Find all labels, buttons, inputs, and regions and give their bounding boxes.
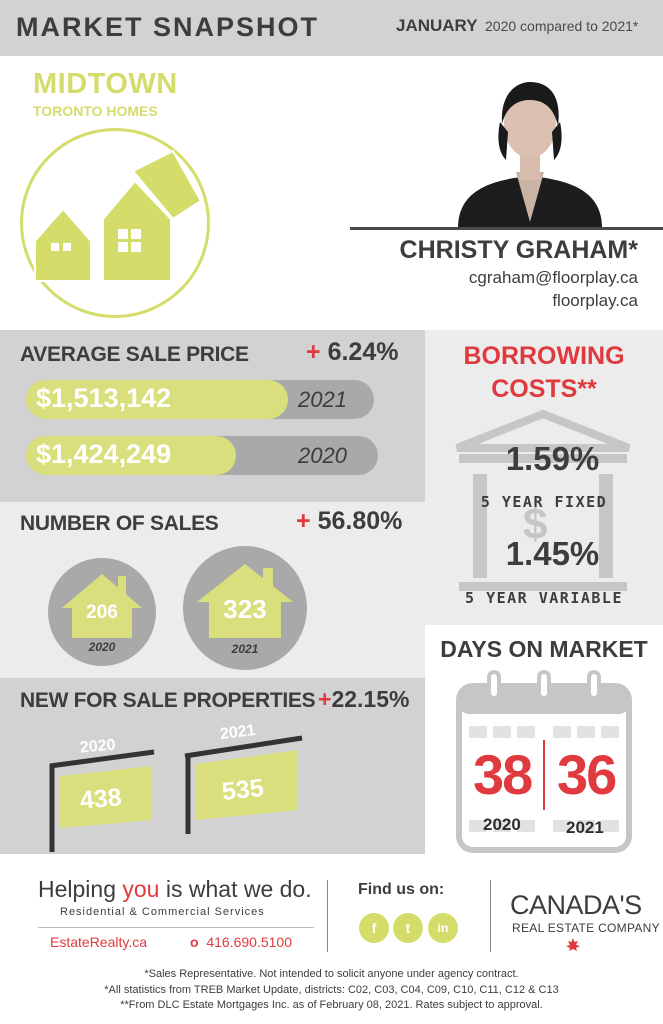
area-name: MIDTOWN: [33, 68, 178, 100]
phone-bullet-icon: o: [190, 934, 199, 950]
days-on-market-title: DAYS ON MARKET: [440, 636, 648, 662]
price-year: 2020: [298, 443, 347, 468]
sales-year: 2021: [231, 642, 259, 656]
sign-year: 2020: [79, 736, 117, 757]
linkedin-icon[interactable]: in: [428, 913, 458, 943]
number-of-sales-change: + 56.80%: [296, 507, 403, 535]
price-value: $1,424,249: [36, 439, 172, 469]
brand-name: CANADA'S: [510, 890, 642, 920]
brand-tagline: REAL ESTATE COMPANY: [512, 921, 660, 935]
borrowing-costs-panel: $: [425, 330, 663, 625]
header-bar: MARKET SNAPSHOT JANUARY 2020 compared to…: [0, 0, 663, 56]
days-year-2021: 2021: [566, 818, 604, 837]
footer-divider: [38, 927, 314, 928]
facebook-icon[interactable]: f: [359, 913, 389, 943]
find-us-label: Find us on:: [358, 881, 445, 898]
new-for-sale-title: NEW FOR SALE PROPERTIES: [20, 689, 316, 712]
average-sale-price-title: AVERAGE SALE PRICE: [20, 343, 249, 366]
price-value: $1,513,142: [36, 383, 172, 413]
new-for-sale-panel: NEW FOR SALE PROPERTIES +22.15% 2020 438…: [0, 678, 425, 854]
houses-illustration: [20, 128, 210, 318]
dollar-icon: $: [523, 500, 548, 549]
agent-photo: [448, 72, 612, 228]
days-value-2020: 38: [473, 743, 533, 806]
sales-year: 2020: [88, 640, 116, 654]
area-subtitle: TORONTO HOMES: [33, 103, 158, 119]
for-sale-sign-2021: [184, 735, 303, 834]
days-on-market-panel: [425, 625, 663, 854]
footnote: *Sales Representative. Not intended to s…: [144, 968, 519, 980]
footer-divider: [490, 880, 491, 952]
number-of-sales-panel: NUMBER OF SALES + 56.80% 206 2020 323 20…: [0, 502, 425, 678]
footnote: *All statistics from TREB Market Update,…: [104, 984, 559, 996]
rate-fixed: 1.59%: [505, 440, 600, 477]
average-sale-price-panel: AVERAGE SALE PRICE + 6.24% $1,513,142 20…: [0, 330, 425, 502]
rate-variable: 1.45%: [505, 535, 600, 572]
price-year: 2021: [298, 387, 347, 412]
services-label: Residential & Commercial Services: [60, 906, 265, 918]
sales-circle-2020: 206 2020: [48, 558, 156, 666]
price-bar-fill: [26, 380, 288, 419]
sign-value: 535: [220, 773, 266, 807]
price-bar-fill: [26, 436, 236, 475]
rate-variable-label: 5 YEAR VARIABLE: [465, 589, 623, 607]
twitter-icon[interactable]: t: [393, 913, 423, 943]
month-label: JANUARY: [396, 16, 478, 35]
for-sale-sign-2020: [49, 749, 155, 852]
maple-leaf-icon: [566, 938, 580, 951]
plus-icon: +: [306, 338, 321, 366]
sales-value: 323: [223, 594, 267, 624]
calendar-icon: [456, 670, 632, 853]
plus-icon: +: [296, 507, 311, 535]
agent-divider: [350, 227, 663, 230]
house-icon: [62, 574, 142, 638]
days-year-2020: 2020: [483, 815, 521, 834]
footnote: **From DLC Estate Mortgages Inc. as of F…: [120, 999, 543, 1011]
sign-value: 438: [78, 783, 123, 815]
bank-icon: [455, 409, 631, 591]
house-icon: [197, 564, 293, 638]
plus-icon: +: [318, 686, 332, 712]
agent-email-link[interactable]: cgraham@floorplay.ca: [468, 268, 638, 287]
page-title: MARKET SNAPSHOT: [16, 12, 320, 42]
sales-value: 206: [86, 602, 118, 623]
new-for-sale-change: +22.15%: [318, 686, 410, 712]
number-of-sales-title: NUMBER OF SALES: [20, 512, 219, 535]
sales-circle-2021: 323 2021: [183, 546, 307, 670]
average-sale-price-change: + 6.24%: [306, 338, 399, 366]
agent-website-link[interactable]: floorplay.ca: [552, 291, 638, 310]
houses-icon: [34, 149, 203, 282]
days-value-2021: 36: [557, 743, 617, 806]
borrowing-costs-title: BORROWING COSTS**: [463, 342, 625, 403]
price-bar-2021: $1,513,142 2021: [26, 380, 374, 419]
tagline: Helping you is what we do.: [38, 876, 312, 902]
agent-name: CHRISTY GRAHAM*: [399, 236, 638, 264]
footer-divider: [327, 880, 328, 952]
comparison-label: 2020 compared to 2021*: [485, 18, 639, 34]
rate-fixed-label: 5 YEAR FIXED: [480, 493, 608, 511]
phone-link[interactable]: o 416.690.5100: [190, 934, 292, 950]
price-bar-2020: $1,424,249 2020: [26, 436, 378, 475]
company-website-link[interactable]: EstateRealty.ca: [50, 934, 148, 950]
